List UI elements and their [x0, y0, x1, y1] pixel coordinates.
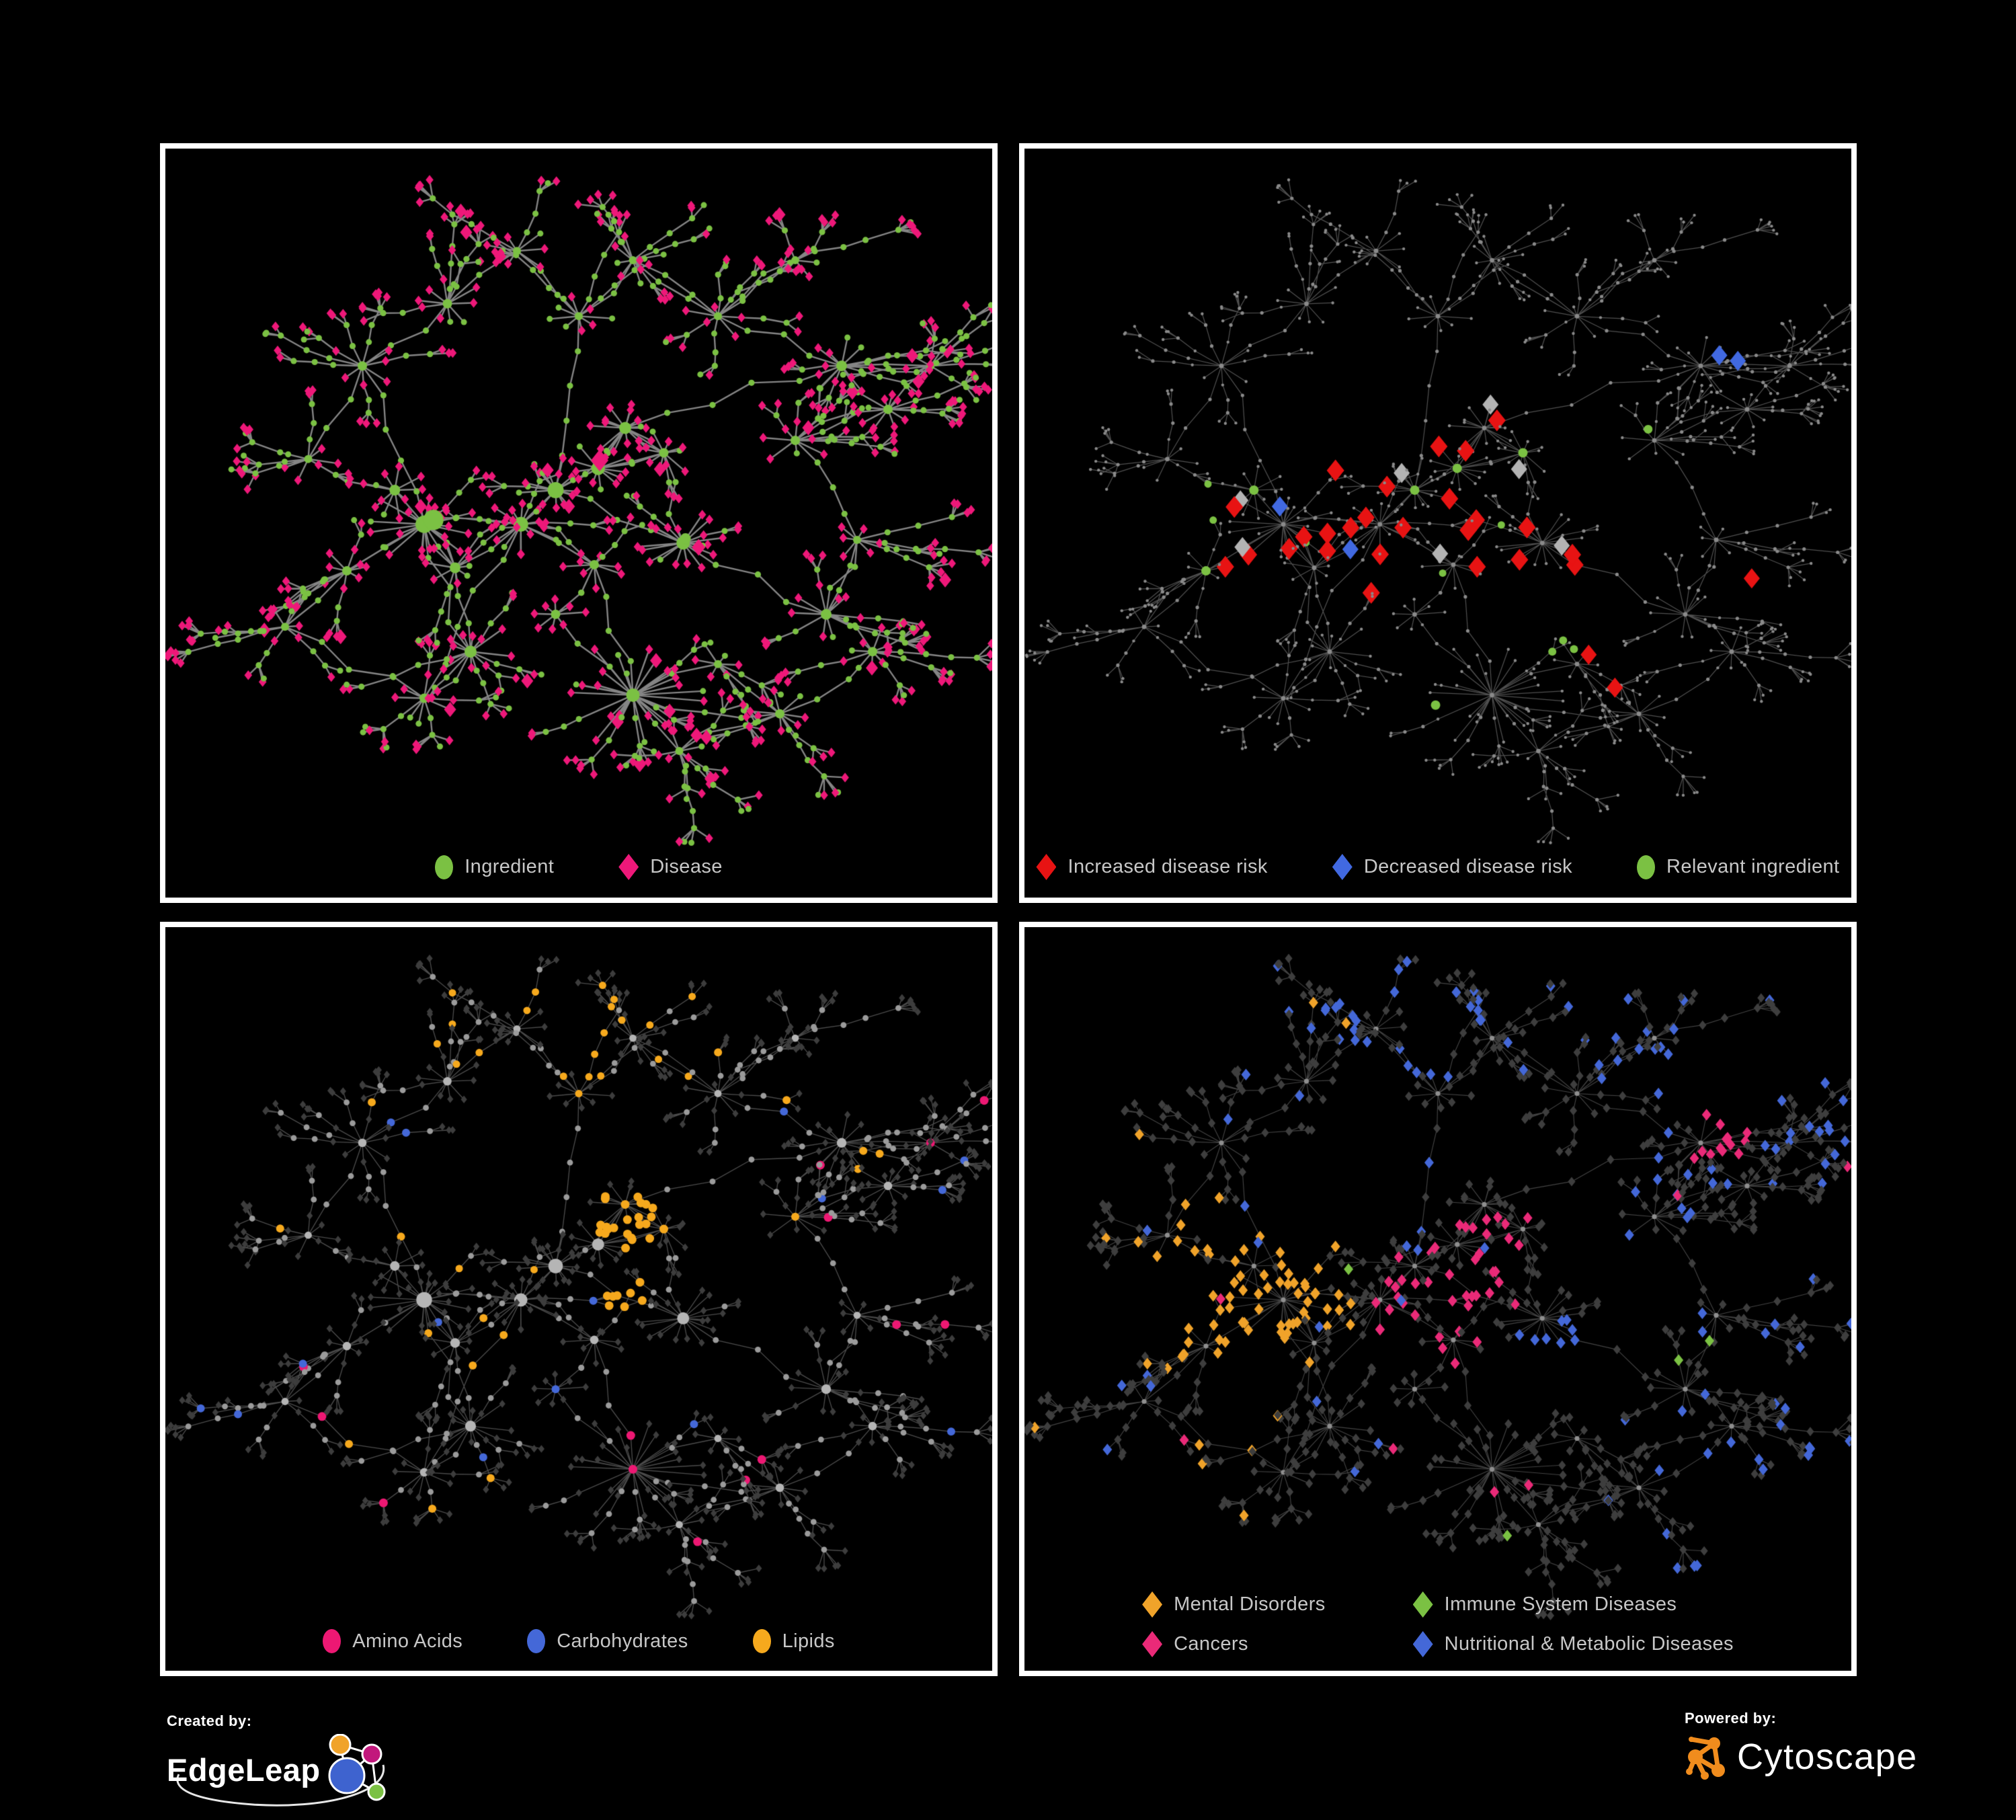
diamond-marker-icon	[1142, 1591, 1163, 1618]
legend-item-nutritional-metabolic-diseases: Nutritional & Metabolic Diseases	[1412, 1631, 1734, 1657]
legend-item-disease: Disease	[618, 854, 723, 880]
legend-label: Relevant ingredient	[1666, 856, 1840, 877]
diamond-marker-icon	[618, 854, 639, 880]
legend-item-decreased-disease-risk: Decreased disease risk	[1332, 854, 1572, 880]
legend-item-lipids: Lipids	[752, 1629, 835, 1653]
panel-nutrient-class: Amino Acids Carbohydrates Lipids	[160, 922, 998, 1676]
legend-item-relevant-ingredient: Relevant ingredient	[1637, 855, 1839, 879]
legend-label: Ingredient	[465, 856, 555, 877]
diamond-marker-icon	[1142, 1631, 1163, 1657]
legend-ingredient-disease: Ingredient Disease	[165, 854, 992, 880]
network-canvas-ingredient-disease	[165, 149, 992, 898]
edgeleap-network-icon	[176, 1734, 386, 1807]
legend-item-cancers: Cancers	[1142, 1631, 1248, 1657]
diamond-marker-icon	[1412, 1631, 1433, 1657]
legend-nutrient-class: Amino Acids Carbohydrates Lipids	[165, 1629, 992, 1653]
circle-marker-icon	[323, 1629, 341, 1653]
panel-disease-risk: Increased disease risk Decreased disease …	[1019, 143, 1857, 903]
legend-item-amino-acids: Amino Acids	[323, 1629, 462, 1653]
legend-label: Disease	[650, 856, 723, 877]
legend-label: Cancers	[1174, 1633, 1248, 1655]
panel-disease-class: Mental Disorders Immune System Diseases Ca…	[1019, 922, 1857, 1676]
network-canvas-disease-risk	[1024, 149, 1851, 898]
cytoscape-icon	[1686, 1737, 1725, 1780]
legend-disease-risk: Increased disease risk Decreased disease …	[1024, 854, 1851, 880]
diamond-marker-icon	[1412, 1591, 1433, 1618]
legend-disease-class: Mental Disorders Immune System Diseases Ca…	[1142, 1591, 1734, 1657]
diamond-marker-icon	[1332, 854, 1353, 880]
edgeleap-wordmark: EdgeLeap	[167, 1752, 321, 1788]
edgeleap-logo: EdgeLeap	[167, 1734, 395, 1809]
legend-item-immune-system-diseases: Immune System Diseases	[1412, 1591, 1677, 1618]
created-by-label: Created by:	[167, 1712, 252, 1729]
powered-by-block: Powered by: Cytoscape	[1685, 1710, 1918, 1781]
network-canvas-nutrient-class	[165, 927, 992, 1671]
cytoscape-wordmark: Cytoscape	[1737, 1737, 1918, 1777]
legend-label: Mental Disorders	[1174, 1593, 1326, 1615]
network-canvas-disease-class	[1024, 927, 1851, 1671]
legend-label: Lipids	[782, 1630, 835, 1652]
diamond-marker-icon	[1036, 854, 1057, 880]
circle-marker-icon	[527, 1629, 546, 1653]
legend-item-carbohydrates: Carbohydrates	[527, 1629, 688, 1653]
powered-by-label: Powered by:	[1685, 1710, 1777, 1727]
legend-label: Nutritional & Metabolic Diseases	[1444, 1633, 1734, 1655]
legend-label: Decreased disease risk	[1363, 856, 1573, 877]
legend-item-increased-disease-risk: Increased disease risk	[1036, 854, 1267, 880]
legend-label: Amino Acids	[352, 1630, 463, 1652]
legend-label: Increased disease risk	[1067, 856, 1268, 877]
circle-marker-icon	[752, 1629, 771, 1653]
panel-ingredient-disease: Ingredient Disease	[160, 143, 998, 903]
legend-item-mental-disorders: Mental Disorders	[1142, 1591, 1326, 1618]
legend-label: Immune System Diseases	[1444, 1593, 1677, 1615]
circle-marker-icon	[435, 855, 454, 879]
created-by-block: Created by: EdgeLeap	[167, 1712, 395, 1809]
legend-item-ingredient: Ingredient	[435, 855, 554, 879]
circle-marker-icon	[1637, 855, 1656, 879]
legend-label: Carbohydrates	[557, 1630, 688, 1652]
